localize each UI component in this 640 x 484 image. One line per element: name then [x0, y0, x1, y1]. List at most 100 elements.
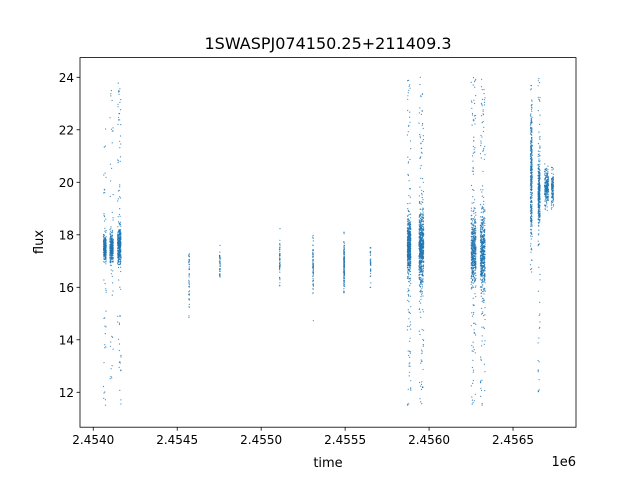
data-point [418, 229, 420, 231]
data-point [407, 241, 409, 243]
data-point [530, 123, 532, 125]
data-point [530, 247, 533, 249]
data-point [531, 121, 533, 123]
data-point [546, 195, 548, 197]
data-point [474, 147, 476, 149]
data-point [407, 156, 409, 158]
data-point [473, 209, 475, 211]
data-point [474, 278, 476, 280]
data-point [545, 201, 548, 203]
data-point [312, 320, 314, 322]
data-point [111, 335, 113, 337]
data-point [118, 256, 120, 258]
data-point [312, 240, 314, 242]
data-point [544, 174, 546, 176]
data-point [484, 270, 486, 272]
data-point [481, 105, 483, 107]
data-point [480, 359, 482, 361]
data-point [421, 235, 423, 237]
data-point [120, 288, 122, 290]
data-point [475, 255, 477, 257]
data-point [470, 219, 472, 221]
data-point [103, 243, 105, 246]
data-point [470, 242, 472, 244]
data-point [481, 326, 483, 328]
data-point [407, 289, 410, 291]
data-point [474, 352, 476, 354]
data-point [544, 189, 546, 191]
data-point [219, 275, 221, 277]
data-point [420, 151, 422, 153]
data-point [407, 80, 409, 82]
data-point [111, 249, 113, 251]
data-point [408, 264, 410, 266]
data-point [552, 180, 554, 182]
data-point [112, 282, 114, 284]
data-point [471, 232, 473, 234]
data-point [119, 253, 121, 255]
data-point [421, 189, 423, 191]
data-point [480, 253, 483, 255]
data-point [479, 251, 482, 253]
data-point [103, 261, 105, 263]
data-point [481, 219, 484, 221]
data-point [475, 323, 477, 325]
data-point [409, 87, 411, 89]
data-point [420, 256, 422, 258]
data-point [422, 231, 424, 233]
data-point [117, 198, 119, 200]
data-point [530, 183, 532, 185]
data-point [483, 203, 485, 205]
data-point [188, 291, 190, 293]
data-point [110, 258, 112, 260]
data-point [481, 340, 483, 342]
data-point [112, 219, 114, 221]
data-point [473, 261, 475, 263]
data-point [472, 170, 474, 172]
data-point [550, 203, 553, 205]
data-point [531, 190, 533, 192]
data-point [120, 258, 122, 260]
data-point [531, 162, 533, 164]
data-point [547, 170, 549, 173]
data-point [530, 186, 532, 189]
data-point [410, 277, 412, 279]
data-point [420, 143, 422, 145]
data-point [471, 261, 474, 263]
data-point [480, 86, 483, 88]
data-point [112, 130, 114, 132]
data-point [483, 158, 485, 160]
data-point [419, 135, 421, 137]
data-point [409, 324, 412, 326]
data-point [407, 244, 409, 246]
data-point [104, 249, 106, 251]
data-point [188, 306, 190, 308]
data-point [409, 252, 411, 254]
data-point [483, 275, 485, 277]
data-point [420, 270, 422, 272]
data-point [407, 294, 409, 296]
data-point [118, 322, 120, 324]
data-point [475, 268, 477, 270]
data-point [418, 269, 420, 271]
data-point [483, 101, 486, 103]
data-point [473, 322, 475, 324]
data-point [538, 337, 540, 339]
data-point [421, 403, 423, 405]
data-point [483, 235, 485, 237]
data-point [530, 245, 532, 247]
data-point [482, 212, 484, 214]
data-point [117, 103, 119, 105]
data-point [422, 201, 424, 204]
data-point [218, 254, 221, 256]
data-point [538, 201, 540, 203]
data-point [104, 244, 106, 246]
data-point [419, 283, 421, 285]
data-point [119, 223, 121, 225]
data-point [539, 321, 541, 323]
data-point [530, 212, 532, 214]
data-point [408, 318, 410, 320]
data-point [105, 176, 107, 178]
data-point [474, 286, 476, 288]
data-point [103, 233, 105, 236]
